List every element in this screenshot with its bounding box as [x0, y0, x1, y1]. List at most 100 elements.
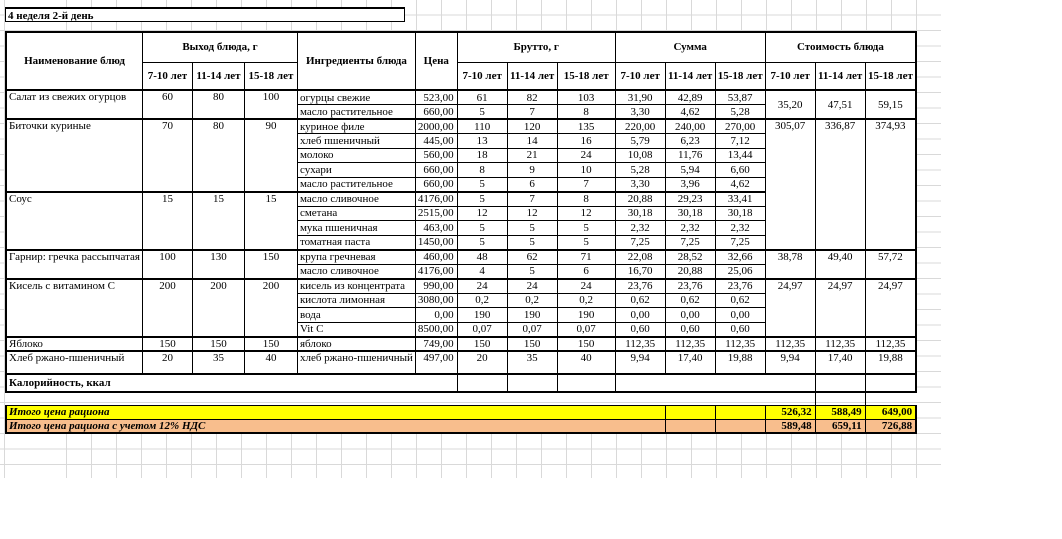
cell-cost-age-2[interactable]: 24,97: [864, 277, 918, 337]
cell-sum-age-2[interactable]: 270,00: [714, 118, 766, 134]
cell-sum-age-0[interactable]: 3,30: [614, 104, 666, 120]
cell-ingredient-price[interactable]: 0,00: [414, 307, 458, 323]
cell-sum-age-0[interactable]: 112,35: [614, 335, 666, 352]
cell-gross-age-0[interactable]: 18: [456, 147, 508, 163]
total-price-label[interactable]: Итого цена рациона: [4, 404, 666, 420]
cell-cost-age-1[interactable]: 112,35: [814, 335, 866, 352]
cell-sum-age-1[interactable]: 7,25: [664, 234, 716, 250]
cell-ingredient-name[interactable]: мука пшеничная: [296, 220, 416, 236]
header-cost-age-15-18[interactable]: 15-18 лет: [864, 61, 918, 91]
cell-dish-name[interactable]: Соус: [4, 190, 143, 250]
cell-output-age-0[interactable]: 200: [141, 277, 193, 337]
cell-gross-age-0[interactable]: 4: [456, 263, 508, 279]
cell-output-age-0[interactable]: 100: [141, 248, 193, 279]
cell-sum-age-1[interactable]: 6,23: [664, 133, 716, 149]
cell-gross-age-2[interactable]: 5: [556, 220, 616, 236]
cell-ingredient-price[interactable]: 463,00: [414, 220, 458, 236]
cell-gross-age-2[interactable]: 24: [556, 277, 616, 294]
calories-empty-cell[interactable]: [814, 373, 866, 393]
cell-ingredient-name[interactable]: кислота лимонная: [296, 292, 416, 308]
cell-sum-age-1[interactable]: 0,60: [664, 321, 716, 337]
cell-ingredient-name[interactable]: хлеб ржано-пшеничный: [296, 350, 416, 375]
cell-sum-age-1[interactable]: 30,18: [664, 205, 716, 221]
header-sum-age-15-18[interactable]: 15-18 лет: [714, 61, 766, 91]
cell-sum-age-2[interactable]: 4,62: [714, 176, 766, 192]
cell-sum-age-2[interactable]: 7,25: [714, 234, 766, 250]
cell-sum-age-0[interactable]: 9,94: [614, 350, 666, 375]
cell-gross-age-2[interactable]: 8: [556, 104, 616, 120]
cell-sum-age-1[interactable]: 28,52: [664, 248, 716, 265]
cell-sum-age-0[interactable]: 30,18: [614, 205, 666, 221]
cell-output-age-2[interactable]: 15: [243, 190, 298, 250]
cell-ingredient-price[interactable]: 4176,00: [414, 263, 458, 279]
cell-ingredient-price[interactable]: 560,00: [414, 147, 458, 163]
cell-gross-age-0[interactable]: 5: [456, 176, 508, 192]
cell-dish-name[interactable]: Гарнир: гречка рассыпчатая: [4, 248, 143, 279]
header-gross-age-7-10[interactable]: 7-10 лет: [456, 61, 508, 91]
cell-output-age-2[interactable]: 40: [243, 350, 298, 375]
cell-ingredient-price[interactable]: 749,00: [414, 335, 458, 352]
cell-gross-age-1[interactable]: 14: [506, 133, 558, 149]
header-gross-age-11-14[interactable]: 11-14 лет: [506, 61, 558, 91]
cell-sum-age-1[interactable]: 23,76: [664, 277, 716, 294]
cell-output-age-2[interactable]: 200: [243, 277, 298, 337]
cell-dish-name[interactable]: Салат из свежих огурцов: [4, 89, 143, 120]
cell-sum-age-2[interactable]: 112,35: [714, 335, 766, 352]
cell-gross-age-1[interactable]: 5: [506, 234, 558, 250]
cell-gross-age-1[interactable]: 120: [506, 118, 558, 134]
cell-cost-age-1[interactable]: 49,40: [814, 248, 866, 279]
total-empty-cell[interactable]: [664, 404, 716, 420]
calories-label-cell[interactable]: Калорийность, ккал: [4, 373, 458, 393]
calories-empty-cell[interactable]: [456, 373, 508, 393]
cell-sum-age-0[interactable]: 220,00: [614, 118, 666, 134]
cell-sum-age-2[interactable]: 5,28: [714, 104, 766, 120]
cell-sum-age-2[interactable]: 23,76: [714, 277, 766, 294]
cell-ingredient-name[interactable]: огурцы свежие: [296, 89, 416, 105]
cell-gross-age-1[interactable]: 24: [506, 277, 558, 294]
cell-gross-age-1[interactable]: 6: [506, 176, 558, 192]
cell-gross-age-1[interactable]: 12: [506, 205, 558, 221]
cell-ingredient-price[interactable]: 445,00: [414, 133, 458, 149]
cell-ingredient-price[interactable]: 660,00: [414, 176, 458, 192]
cell-gross-age-1[interactable]: 9: [506, 162, 558, 178]
cell-dish-name[interactable]: Хлеб ржано-пшеничный: [4, 350, 143, 375]
total-price-vat-11-14[interactable]: 659,11: [814, 418, 866, 434]
cell-ingredient-price[interactable]: 4176,00: [414, 190, 458, 207]
total-empty-cell[interactable]: [664, 418, 716, 434]
cell-sum-age-1[interactable]: 17,40: [664, 350, 716, 375]
cell-sum-age-1[interactable]: 3,96: [664, 176, 716, 192]
cell-output-age-0[interactable]: 20: [141, 350, 193, 375]
cell-output-age-1[interactable]: 130: [191, 248, 245, 279]
cell-sum-age-2[interactable]: 32,66: [714, 248, 766, 265]
cell-gross-age-1[interactable]: 82: [506, 89, 558, 105]
cell-ingredient-name[interactable]: яблоко: [296, 335, 416, 352]
total-empty-cell[interactable]: [714, 418, 766, 434]
header-cost-age-7-10[interactable]: 7-10 лет: [764, 61, 816, 91]
cell-cost-age-2[interactable]: 374,93: [864, 118, 918, 250]
cell-gross-age-2[interactable]: 0,07: [556, 321, 616, 337]
cell-gross-age-0[interactable]: 150: [456, 335, 508, 352]
total-empty-cell[interactable]: [714, 404, 766, 420]
cell-ingredient-price[interactable]: 660,00: [414, 162, 458, 178]
cell-sum-age-1[interactable]: 29,23: [664, 190, 716, 207]
cell-cost-age-1[interactable]: 336,87: [814, 118, 866, 250]
cell-gross-age-0[interactable]: 5: [456, 220, 508, 236]
header-dish-name[interactable]: Наименование блюд: [4, 31, 143, 91]
cell-cost-age-0[interactable]: 35,20: [764, 89, 816, 120]
cell-sum-age-1[interactable]: 42,89: [664, 89, 716, 105]
cell-sum-age-0[interactable]: 2,32: [614, 220, 666, 236]
cell-ingredient-name[interactable]: Vit C: [296, 321, 416, 337]
total-price-11-14[interactable]: 588,49: [814, 404, 866, 420]
cell-output-age-1[interactable]: 80: [191, 89, 245, 120]
cell-sum-age-0[interactable]: 16,70: [614, 263, 666, 279]
sheet-title-cell[interactable]: 4 неделя 2-й день: [5, 7, 405, 22]
cell-gross-age-0[interactable]: 190: [456, 307, 508, 323]
cell-gross-age-2[interactable]: 10: [556, 162, 616, 178]
cell-cost-age-0[interactable]: 38,78: [764, 248, 816, 279]
cell-gross-age-0[interactable]: 0,2: [456, 292, 508, 308]
total-price-vat-15-18[interactable]: 726,88: [864, 418, 918, 434]
cell-ingredient-price[interactable]: 3080,00: [414, 292, 458, 308]
cell-output-age-0[interactable]: 150: [141, 335, 193, 352]
cell-sum-age-2[interactable]: 6,60: [714, 162, 766, 178]
cell-gross-age-2[interactable]: 8: [556, 190, 616, 207]
